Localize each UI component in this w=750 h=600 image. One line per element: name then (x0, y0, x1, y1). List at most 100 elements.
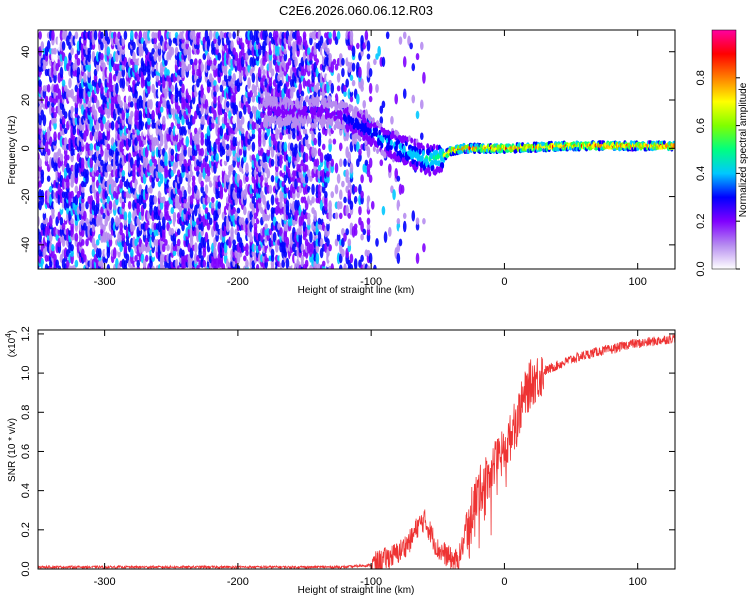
spectrogram-cell (338, 53, 343, 61)
spectrogram-cell (315, 221, 320, 232)
spectrogram-cell (366, 222, 371, 231)
spectrogram-cell (200, 147, 204, 157)
spectrogram-cell (378, 129, 382, 136)
spectrogram-cell (127, 174, 132, 183)
spectrogram-cell (196, 35, 200, 46)
spectrogram-cell (200, 131, 204, 141)
spectrogram-cell (117, 217, 121, 226)
spectrogram-cell (42, 63, 47, 71)
spectrogram-cell (93, 68, 98, 77)
spectrogram-cell (415, 252, 420, 264)
spectrogram-cell (74, 259, 79, 268)
spectrogram-cell (338, 158, 343, 168)
spectrogram-cell (347, 238, 352, 247)
spectrogram-cell (368, 115, 372, 122)
spectrogram-cell (324, 190, 328, 199)
spectrogram-cell (251, 216, 256, 226)
spectrogram-cell (243, 104, 247, 115)
spectrogram-cell (343, 196, 347, 204)
spectrogram-cell (38, 31, 42, 40)
spectrogram-cell (398, 205, 403, 216)
spectrogram-cell (328, 31, 332, 39)
spectrogram-cell (330, 82, 335, 94)
spectrogram-cell (219, 84, 224, 93)
spectrogram-cell (245, 259, 249, 269)
spectrogram-cell (394, 168, 399, 179)
spectrogram-cell (174, 126, 179, 136)
spectrogram-cell (415, 184, 420, 195)
spectrogram-cell (125, 111, 130, 119)
spectrogram-cell (55, 259, 59, 269)
spectrogram-cell (100, 31, 104, 39)
spectrogram-cell (149, 99, 153, 110)
spectrogram-cell (402, 88, 407, 99)
spectrogram-cell (70, 249, 74, 258)
spectrogram-cell (328, 200, 332, 211)
spectrogram-cell (42, 114, 47, 127)
spectrogram-cell (353, 223, 358, 230)
spectrogram-cell (74, 185, 79, 194)
spectrogram-cell (243, 173, 247, 185)
spectrogram-cell (396, 218, 401, 225)
spectrogram-cell (83, 30, 87, 41)
spectrogram-cell (225, 122, 230, 129)
spectrogram-cell (48, 185, 53, 193)
spectrogram-cell (247, 77, 251, 90)
spectrogram-cell (204, 231, 209, 243)
spectrogram-cell (106, 46, 111, 57)
spectrogram-cell (151, 175, 155, 182)
spectrogram-cell (63, 137, 68, 146)
spectrogram-cell (376, 148, 380, 155)
spectrogram-cell (147, 180, 151, 189)
spectrogram-cell (309, 231, 313, 243)
spectrogram-cell (157, 190, 162, 199)
spectrogram-cell (270, 194, 275, 206)
spectrogram-cell (398, 36, 403, 45)
spectrogram-cell (153, 37, 158, 45)
spectrogram-cell (345, 228, 349, 236)
spectrogram-cell (95, 191, 100, 199)
spectrogram-cell (422, 71, 426, 84)
spectrogram-cell (187, 83, 192, 94)
spectrogram-cell (98, 130, 102, 142)
spectrogram-cell (328, 255, 332, 262)
spectrogram-cell (412, 149, 416, 156)
spectrogram-cell (279, 154, 283, 161)
spectrogram-cell (260, 63, 264, 71)
spectrogram-cell (144, 254, 149, 262)
spectrogram-cell (379, 116, 384, 125)
spectrogram-cell (300, 95, 304, 102)
spectrogram-cell (358, 148, 362, 156)
spectrogram-cell (200, 185, 204, 194)
spectrogram-cell (275, 132, 279, 140)
spectrogram-cell (262, 69, 266, 76)
spectrogram-cell (121, 201, 126, 209)
spectrogram-cell (356, 93, 360, 105)
spectrogram-cell (121, 169, 126, 177)
spectrogram-cell (360, 254, 364, 262)
spectrogram-cell (206, 196, 211, 204)
spectrogram-cell (377, 45, 381, 57)
spectrogram-cell (360, 190, 364, 199)
spectrogram-cell (326, 247, 330, 259)
spectrogram-cell (341, 57, 345, 66)
spectrogram-cell (221, 263, 226, 269)
spectrogram-cell (428, 170, 432, 177)
spectrogram-cell (83, 210, 87, 222)
spectrogram-cell (419, 166, 423, 173)
spectrogram-cell (360, 174, 364, 184)
spectrogram-cell (247, 199, 251, 212)
spectrogram-cell (51, 106, 55, 114)
spectrogram-cell (253, 222, 258, 231)
spectrogram-cell (80, 201, 85, 209)
spectrogram-cell (130, 101, 134, 108)
spectrogram-cell (336, 232, 341, 242)
spectrogram-cell (132, 132, 136, 140)
spectrogram-cell (326, 47, 330, 55)
spectrogram-cell (298, 82, 303, 95)
spectrogram-cell (368, 127, 372, 134)
spectrogram-cell (351, 117, 355, 124)
spectrogram-cell (350, 105, 354, 112)
spectrogram-cell (380, 142, 384, 149)
spectrogram-cell (193, 63, 198, 72)
